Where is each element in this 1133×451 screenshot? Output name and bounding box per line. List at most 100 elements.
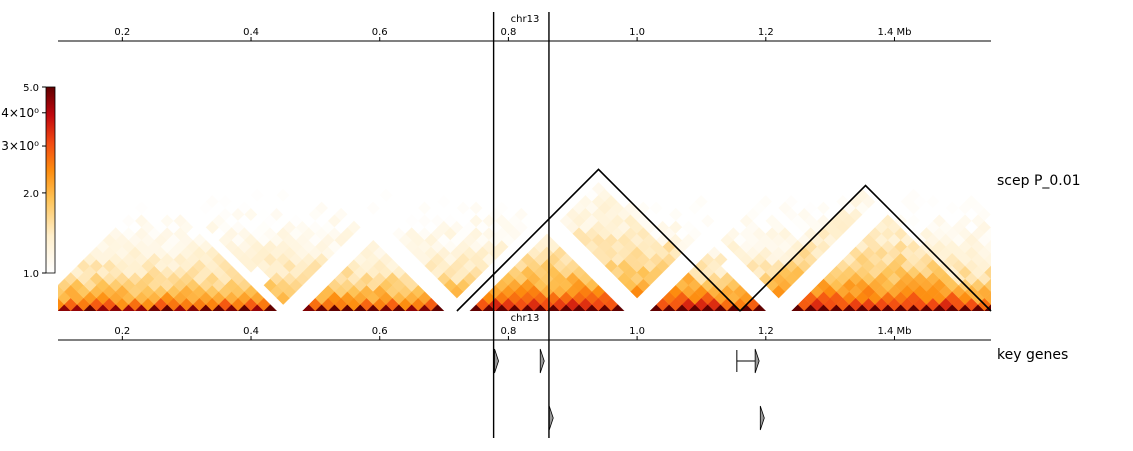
heatmap-cell <box>1042 272 1055 285</box>
heatmap-cell <box>1004 208 1017 221</box>
heatmap-cell <box>1049 202 1062 215</box>
top-tick-label: 0.8 <box>500 27 516 38</box>
top-tick-label: 0.4 <box>243 27 259 38</box>
heatmap-cell <box>1068 221 1081 234</box>
heatmap-cell <box>1004 234 1017 247</box>
heatmap-cell <box>752 304 767 311</box>
gene-arrow <box>494 348 499 374</box>
heatmap-cell <box>1075 202 1088 215</box>
top-tick-label: 1.4 Mb <box>877 27 911 38</box>
heatmap-cell <box>1120 182 1133 195</box>
heatmap-cell <box>997 189 1010 202</box>
heatmap-cell <box>1075 214 1088 227</box>
heatmap-cell <box>1023 189 1036 202</box>
heatmap-cell <box>1088 214 1101 227</box>
heatmap-cell <box>1049 240 1062 253</box>
heatmap-cell <box>1068 234 1081 247</box>
heatmap-cell <box>1023 279 1036 292</box>
tad-triangle <box>456 168 741 312</box>
bottom-tick-label: 0.4 <box>243 326 259 337</box>
heatmap-cell <box>1094 182 1107 195</box>
bottom-tick-label: 1.2 <box>758 326 774 337</box>
heatmap-cell <box>1075 240 1088 253</box>
heatmap-cell <box>1017 285 1030 298</box>
heatmap-cell <box>1030 247 1043 260</box>
heatmap-cell <box>990 201 991 202</box>
gene-arrow <box>754 348 760 374</box>
heatmap-cell <box>1023 240 1036 253</box>
heatmap-cell <box>688 227 702 241</box>
heatmap-cell <box>990 291 991 292</box>
heatmap-cell <box>1010 279 1023 292</box>
heatmap-cell <box>1023 292 1036 305</box>
heatmap-cell <box>1017 208 1030 221</box>
top-tick-label: 0.6 <box>372 27 388 38</box>
heatmap-cell <box>984 265 991 280</box>
heatmap-cell <box>1042 221 1055 234</box>
heatmap-cell <box>1062 214 1075 227</box>
heatmap-cell <box>1036 189 1049 202</box>
heatmap-cell <box>997 253 1010 266</box>
heatmap-cell <box>990 304 991 305</box>
tad-boundaries <box>456 168 992 312</box>
heatmap-cell <box>1030 195 1043 208</box>
hic-heatmap <box>39 182 1133 318</box>
heatmap-cell <box>1017 247 1030 260</box>
heatmap-cell <box>1030 285 1043 298</box>
heatmap-cell <box>1081 234 1094 247</box>
heatmap-cell <box>1004 221 1017 234</box>
heatmap-cell <box>1010 292 1023 305</box>
heatmap-cell <box>990 227 991 228</box>
heatmap-cell <box>1017 298 1030 311</box>
heatmap-cell <box>553 182 567 196</box>
heatmap-cell <box>1042 247 1055 260</box>
bottom-tick-label: 0.6 <box>372 326 388 337</box>
heatmap-cell <box>990 239 991 241</box>
heatmap-cell <box>1010 305 1023 318</box>
heatmap-cell <box>1010 240 1023 253</box>
heatmap-cell <box>1075 227 1088 240</box>
heatmap-cell <box>997 202 1010 215</box>
heatmap-cell <box>984 188 991 202</box>
heatmap-cell <box>1010 227 1023 240</box>
heatmap-cell <box>984 291 991 305</box>
colorbar-gradient <box>45 86 56 274</box>
heatmap-cell <box>1094 195 1107 208</box>
heatmap-cell <box>1062 253 1075 266</box>
heatmap-cell <box>1062 227 1075 240</box>
heatmap-cell <box>1017 221 1030 234</box>
heatmap-cell <box>1004 247 1017 260</box>
gene-arrow <box>539 348 545 374</box>
heatmap-cell <box>733 182 747 196</box>
heatmap-cell <box>1042 260 1055 273</box>
heatmap-cell <box>39 298 52 311</box>
heatmap-cell <box>990 265 991 267</box>
heatmap-cell <box>1017 260 1030 273</box>
heatmap-cell <box>1100 202 1113 215</box>
heatmap-cell <box>1126 189 1133 202</box>
heatmap-cell <box>1042 208 1055 221</box>
heatmap-cell <box>1055 247 1068 260</box>
top-tick-label: 1.0 <box>629 27 645 38</box>
heatmap-cell <box>347 220 361 235</box>
bottom-tick-label: 0.8 <box>500 326 516 337</box>
heatmap-cell <box>984 278 991 292</box>
heatmap-cell <box>1023 202 1036 215</box>
heatmap-cell <box>1100 214 1113 227</box>
colorbar-tick-label: 5.0 <box>23 83 39 94</box>
heatmap-cell <box>874 182 889 196</box>
track-label-genes: key genes <box>997 347 1068 363</box>
top-x-axis: 0.2 0.4 0.6 0.8 1.0 1.2 1.4 Mb <box>58 27 991 42</box>
heatmap-cell <box>1010 189 1023 202</box>
heatmap-cell <box>1017 195 1030 208</box>
heatmap-cell <box>997 227 1010 240</box>
bottom-x-axis: 0.2 0.4 0.6 0.8 1.0 1.2 1.4 Mb <box>58 326 991 341</box>
heatmap-cell <box>984 201 991 215</box>
heatmap-cell <box>1030 260 1043 273</box>
heatmap-cell <box>1100 189 1113 202</box>
heatmap-cell <box>385 182 400 196</box>
heatmap-cell <box>984 252 991 267</box>
bottom-tick-label: 1.0 <box>629 326 645 337</box>
top-tick-label: 1.2 <box>758 27 774 38</box>
